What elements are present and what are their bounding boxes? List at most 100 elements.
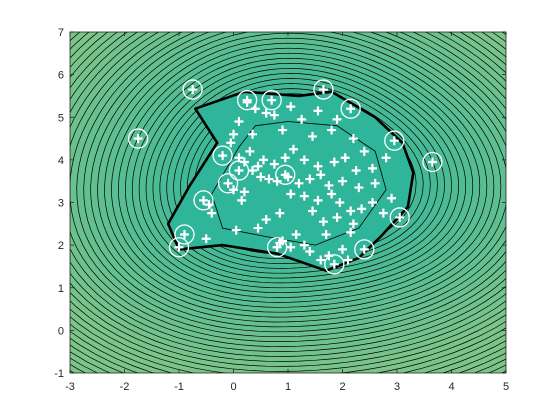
data-point (351, 166, 361, 176)
x-axis: -3 -2 -1 0 1 2 3 4 5 (65, 32, 509, 393)
data-point (242, 95, 252, 105)
data-point (272, 176, 282, 186)
y-tick-label: 7 (58, 27, 64, 39)
data-point (389, 136, 399, 146)
support-vector-circles (127, 79, 443, 275)
support-vector-marker (422, 151, 443, 173)
data-point (299, 240, 309, 250)
support-vector-marker (212, 145, 233, 166)
y-tick-label: 3 (58, 198, 64, 210)
data-point (329, 259, 339, 269)
data-point (294, 178, 304, 188)
data-point (299, 191, 309, 201)
data-point (278, 236, 288, 246)
data-point (223, 178, 233, 188)
data-point (275, 208, 285, 218)
data-point (387, 193, 397, 203)
data-point (318, 217, 328, 227)
data-point (261, 108, 271, 118)
data-point (313, 161, 323, 171)
data-point (346, 206, 356, 216)
y-tick-label: 6 (58, 70, 64, 82)
y-tick-label: 2 (58, 240, 64, 252)
data-point (218, 151, 228, 161)
data-point (272, 242, 282, 252)
data-point (286, 189, 296, 199)
data-point (299, 155, 309, 165)
data-point (288, 144, 298, 154)
support-vector-marker (168, 237, 190, 258)
x-tick-label: -2 (120, 381, 130, 393)
data-point (286, 102, 296, 112)
data-point (264, 174, 274, 184)
data-point (329, 157, 339, 167)
data-point (237, 195, 247, 205)
data-point (261, 215, 271, 225)
support-vector-marker (228, 160, 250, 181)
data-point (332, 114, 342, 124)
data-point (321, 229, 331, 239)
support-vector-marker (236, 90, 258, 111)
data-point (207, 208, 217, 218)
support-vector-marker (275, 164, 296, 185)
data-point (226, 138, 236, 148)
x-tick-label: 2 (339, 381, 345, 393)
x-tick-label: 5 (503, 381, 509, 393)
data-point (231, 225, 241, 235)
data-point (367, 163, 377, 173)
decision-boundary (166, 90, 415, 272)
data-point (278, 125, 288, 135)
data-point (327, 125, 337, 135)
y-tick-label: 1 (58, 283, 64, 295)
data-point (381, 153, 391, 163)
data-point (248, 166, 258, 176)
x-tick-label: 4 (448, 381, 454, 393)
data-point (286, 242, 296, 252)
data-point (297, 114, 307, 124)
data-point (332, 212, 342, 222)
data-point (280, 170, 290, 180)
data-point (248, 129, 258, 139)
data-point (269, 159, 279, 169)
data-point (234, 166, 244, 176)
y-tick-label: 5 (58, 112, 64, 124)
data-point (318, 85, 328, 95)
support-vector-marker (217, 173, 239, 194)
data-point (280, 153, 290, 163)
y-tick-label: -1 (54, 368, 64, 380)
data-point (343, 255, 353, 265)
data-point (229, 129, 238, 139)
data-point (305, 174, 315, 184)
data-point (395, 212, 405, 222)
support-vector-marker (313, 79, 334, 100)
x-tick-label: 0 (230, 381, 236, 393)
data-point (348, 134, 358, 144)
data-point (313, 195, 323, 205)
data-point (357, 204, 367, 214)
support-vector-marker (340, 98, 361, 119)
data-point (291, 229, 301, 239)
data-point (338, 176, 347, 186)
x-tick-label: -3 (65, 381, 75, 393)
x-tick-label: 1 (285, 381, 291, 393)
support-vector-marker (261, 90, 282, 111)
data-point (346, 104, 356, 114)
data-point (313, 106, 323, 116)
data-point (324, 180, 334, 190)
data-point (269, 110, 279, 120)
y-tick-label: 0 (58, 325, 64, 337)
data-point (427, 157, 437, 167)
y-axis: -1 0 1 2 3 4 5 6 7 (54, 27, 506, 380)
data-point (234, 117, 244, 127)
data-point (316, 255, 326, 265)
data-point (179, 229, 189, 239)
data-point (258, 155, 268, 165)
support-vector-marker (389, 207, 410, 228)
support-vector-marker (193, 190, 214, 211)
data-point (245, 146, 255, 156)
data-point (199, 195, 209, 205)
data-point (253, 223, 263, 233)
data-point (354, 183, 364, 193)
data-point (346, 227, 356, 237)
